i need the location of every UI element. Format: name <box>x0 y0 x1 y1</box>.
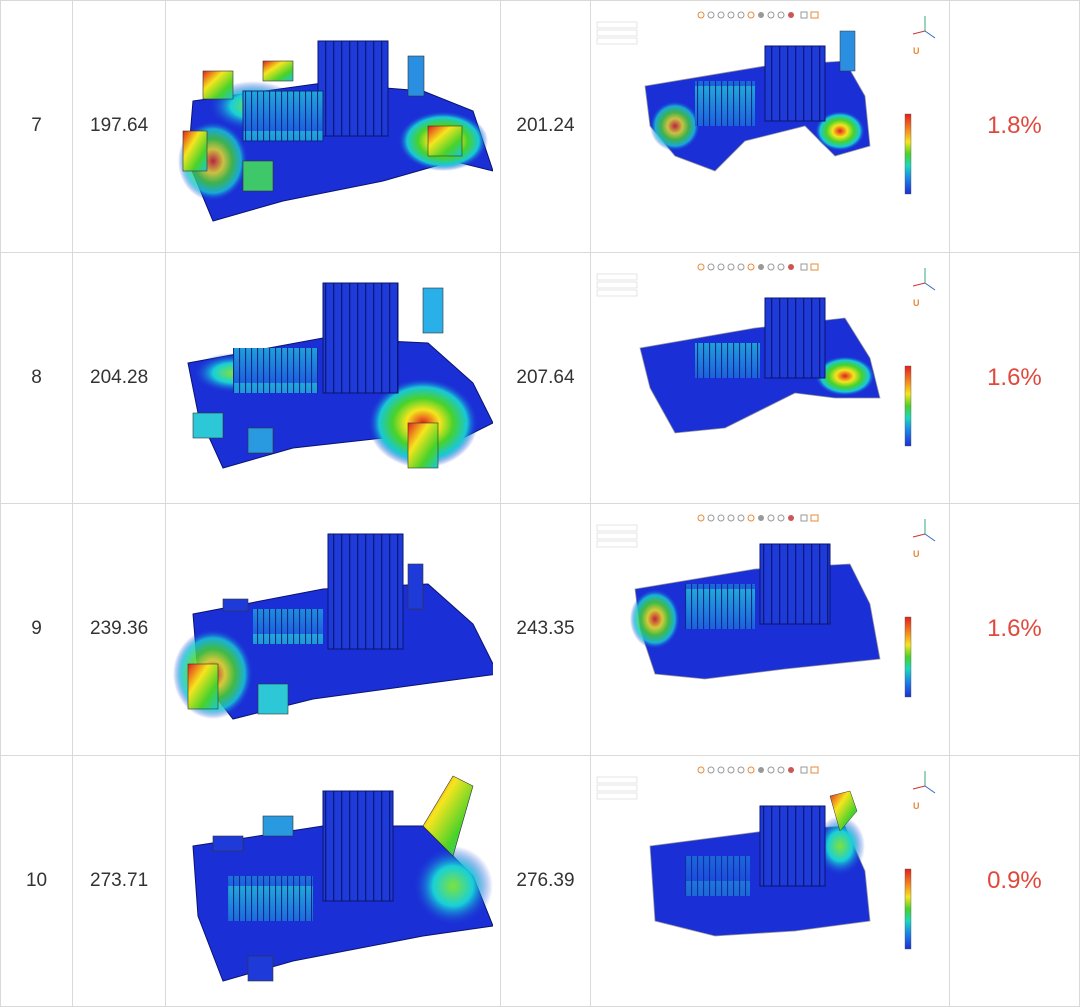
brand-logo-icon: U <box>913 549 920 559</box>
simulation-render-b: U <box>589 503 950 756</box>
color-legend <box>904 114 911 195</box>
value-b: 276.39 <box>500 754 591 1007</box>
color-legend <box>904 868 911 949</box>
row-index: 7 <box>0 0 74 253</box>
simulation-render-a <box>165 251 502 504</box>
viewer-toolbar[interactable] <box>694 10 831 21</box>
simulation-render-b: U <box>589 0 950 253</box>
axis-triad-icon <box>912 16 935 39</box>
viewer-panel <box>596 273 637 296</box>
value-b: 201.24 <box>500 0 591 253</box>
value-a: 197.64 <box>72 0 167 253</box>
value-a: 239.36 <box>72 503 167 756</box>
simulation-render-b: U <box>589 251 950 504</box>
color-legend <box>904 365 911 446</box>
table-row: 7 197.64 201.24 <box>0 0 1080 253</box>
color-legend <box>904 617 911 698</box>
value-b: 243.35 <box>500 503 591 756</box>
error-cell: 0.9% <box>948 754 1080 1007</box>
simulation-render-a <box>165 754 502 1007</box>
viewer-panel <box>596 525 637 548</box>
table-row: 10 273.71 276.39 <box>0 754 1080 1007</box>
viewer-toolbar[interactable] <box>694 261 831 272</box>
brand-logo-icon: U <box>913 46 920 56</box>
error-cell: 1.6% <box>948 251 1080 504</box>
viewer-toolbar[interactable] <box>694 764 831 775</box>
value-b: 207.64 <box>500 251 591 504</box>
viewer-toolbar[interactable] <box>694 513 831 524</box>
brand-logo-icon: U <box>913 801 920 811</box>
axis-triad-icon <box>912 770 935 794</box>
row-index: 10 <box>0 754 74 1007</box>
table-row: 9 239.36 243.35 <box>0 503 1080 756</box>
simulation-render-b: U <box>589 754 950 1007</box>
value-a: 273.71 <box>72 754 167 1007</box>
simulation-render-a <box>165 503 502 756</box>
brand-logo-icon: U <box>913 298 920 308</box>
viewer-panel <box>596 776 637 799</box>
axis-triad-icon <box>912 267 935 291</box>
table-row: 8 204.28 207.64 <box>0 251 1080 504</box>
error-cell: 1.6% <box>948 503 1080 756</box>
error-cell: 1.8% <box>948 0 1080 253</box>
row-index: 9 <box>0 503 74 756</box>
axis-triad-icon <box>912 519 935 542</box>
value-a: 204.28 <box>72 251 167 504</box>
viewer-panel <box>596 22 637 45</box>
simulation-render-a <box>165 0 502 253</box>
row-index: 8 <box>0 251 74 504</box>
